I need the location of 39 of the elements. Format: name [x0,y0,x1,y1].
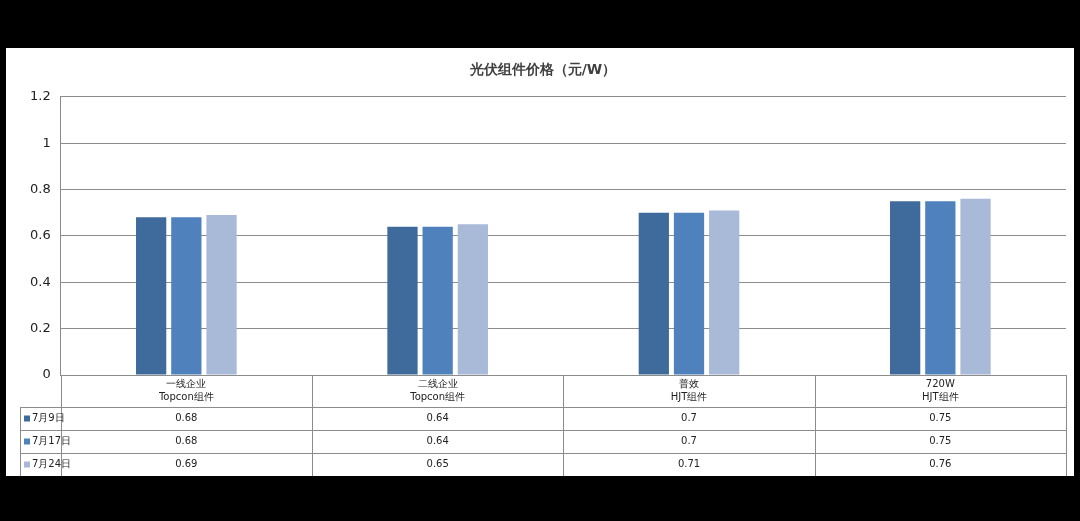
bar [387,226,418,375]
x-tick-label: 普效 HJT组件 [670,378,708,403]
y-tick-label: 1.2 [29,88,51,104]
legend-label: 7月24日 [32,458,72,470]
data-label: 0.69 [175,458,198,470]
data-label: 0.7 [681,412,697,424]
y-tick-label: 0.6 [29,227,51,243]
bar [638,212,669,375]
bar [206,215,237,375]
bar [673,212,705,375]
data-label: 0.64 [426,412,449,424]
bar [171,217,202,375]
data-label: 0.64 [426,435,449,447]
y-tick-label: 0.4 [29,273,51,289]
y-tick-label: 0.2 [29,320,51,336]
data-label: 0.65 [426,458,449,470]
x-tick-label: 720W HJT组件 [922,378,959,403]
bar [422,226,453,375]
y-tick-label: 1 [42,134,51,150]
bar [457,224,488,375]
chart-title: 光伏组件价格（元/W） [468,61,617,78]
legend-label: 7月9日 [32,412,65,424]
data-label: 0.7 [681,435,697,447]
data-label: 0.76 [929,458,952,470]
y-tick-label: 0 [42,366,51,382]
legend-label: 7月17日 [32,435,72,447]
data-label: 0.75 [929,412,952,424]
bar [925,201,956,375]
data-label: 0.71 [677,458,701,470]
data-label: 0.68 [175,412,198,424]
data-label: 0.75 [929,435,952,447]
bar [960,198,991,375]
bar [709,210,740,375]
y-tick-label: 0.8 [29,180,51,196]
x-tick-label: 一线企业 Topcon组件 [157,378,214,403]
x-tick-label: 二线企业 Topcon组件 [409,378,466,403]
bar [136,217,167,375]
data-label: 0.68 [175,435,198,447]
bar [890,201,921,375]
